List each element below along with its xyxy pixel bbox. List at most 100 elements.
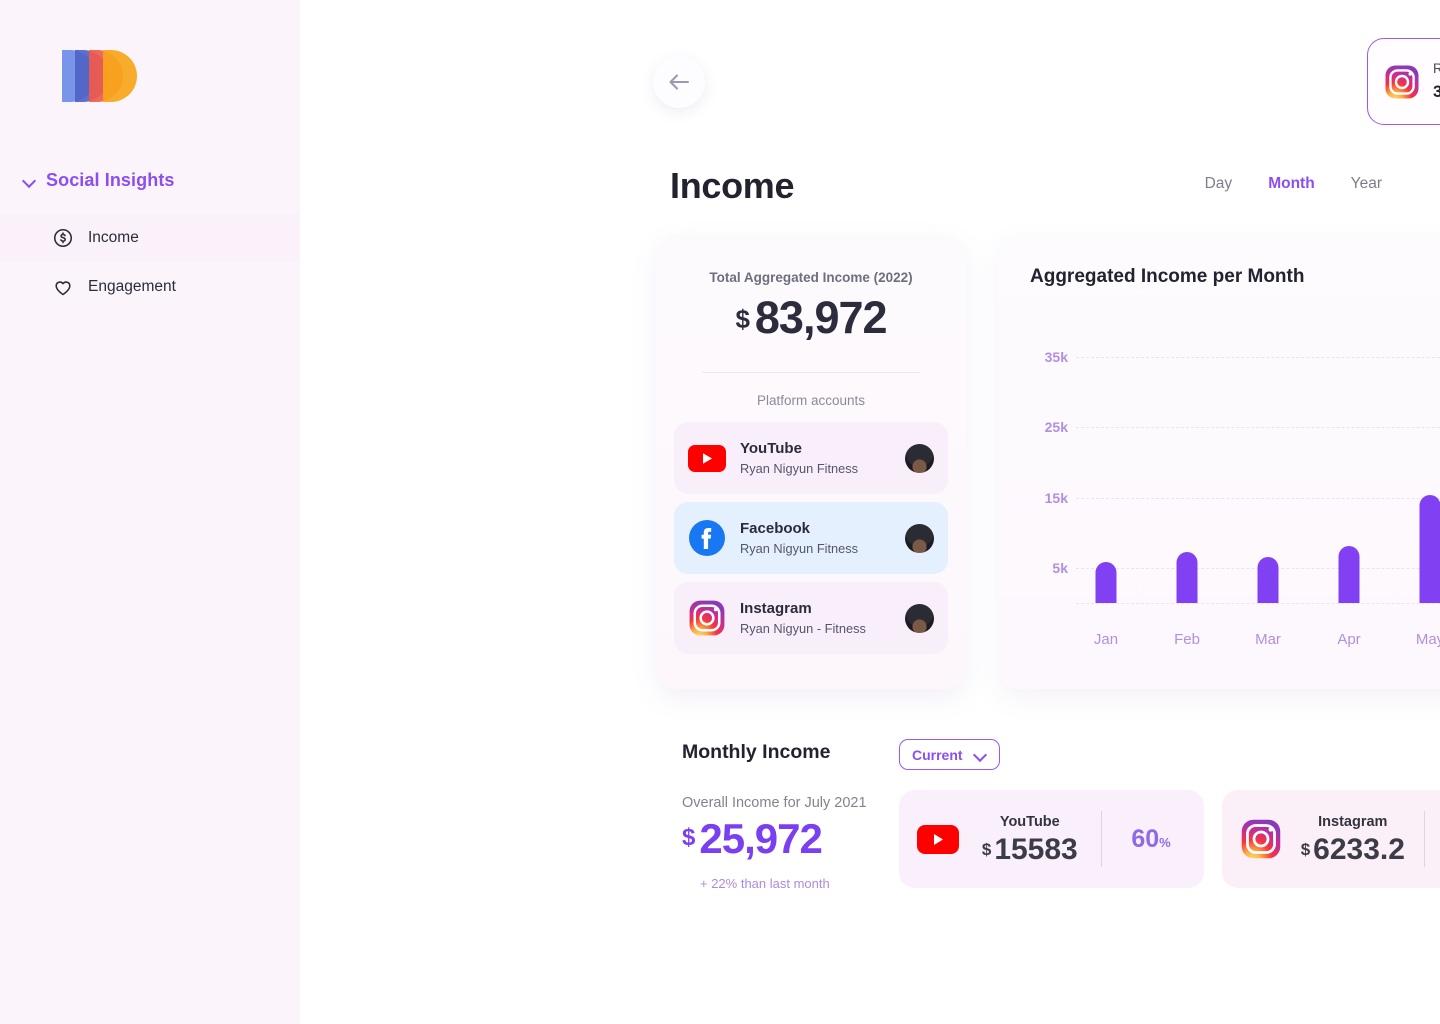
bar-jan[interactable] [1095,562,1117,603]
sidebar-item-engagement[interactable]: Engagement [0,263,300,311]
overall-income-value: 25,972 [699,815,822,862]
platform-name: Instagram [740,599,812,617]
currency-symbol: $ [1300,840,1311,860]
platform-handle: Ryan Nigyun Fitness [740,460,859,476]
platform-meta: Instagram Ryan Nigyun - Fitness [740,598,891,638]
total-income-amount: $83,972 [656,295,966,340]
sidebar-item-label: Income [88,229,139,246]
monthly-period-select[interactable]: Current [899,739,1000,770]
x-axis-tick-label: Feb [1174,631,1200,648]
platform-handle: Ryan Nigyun Fitness [740,540,859,556]
currency-symbol: $ [981,840,992,860]
bar-mar[interactable] [1257,556,1279,603]
y-axis-tick-label: 35k [1044,349,1068,366]
percent-symbol: % [1159,834,1171,850]
back-button[interactable] [653,56,705,108]
overall-income-delta: + 22% than last month [700,876,830,891]
platform-name: Facebook [740,519,811,537]
instagram-icon [688,599,726,637]
chart-header: Aggregated Income per Month Total Per Pl… [998,234,1440,294]
gridline [1076,497,1440,499]
divider [1100,811,1102,867]
platform-account-facebook[interactable]: Facebook Ryan Nigyun Fitness [674,502,948,574]
total-income-card: Total Aggregated Income (2022) $83,972 P… [656,234,966,689]
sidebar-group-label: Social Insights [46,170,175,190]
bar-feb[interactable] [1176,551,1198,603]
bar-apr[interactable] [1338,546,1360,603]
instagram-icon [1384,64,1420,100]
total-income-value: 83,972 [754,292,888,343]
dollar-circle-icon [52,227,74,249]
chart-title: Aggregated Income per Month [1030,266,1305,287]
youtube-icon [917,818,959,860]
platform-income-amount: $6233.2 [1301,833,1405,866]
aggregated-income-chart-card: Aggregated Income per Month Total Per Pl… [998,234,1440,689]
avatar [905,443,934,473]
logo-blade-orange [103,50,137,102]
platform-handle: Ryan Nigyun - Fitness [740,620,866,636]
avatar [905,523,934,553]
x-axis-tick-label: May [1415,631,1440,648]
platform-income-cards: YouTube $15583 60% [899,790,1440,888]
tab-day[interactable]: Day [1204,175,1233,192]
avatar [905,603,934,633]
y-axis-tick-label: 5k [1052,559,1068,576]
sidebar-item-income[interactable]: Income [0,214,300,262]
overall-income-label: Overall Income for July 2021 [682,795,867,811]
monthly-income-title: Monthly Income [682,741,831,763]
platform-income-meta: YouTube $15583 [973,812,1087,867]
platform-account-instagram[interactable]: Instagram Ryan Nigyun - Fitness [674,582,948,654]
account-selector[interactable]: Ryan Nigyun - Fitness 361k Followers [1367,38,1440,125]
gridline [1076,427,1440,429]
bar-chart-plot: 5k15k25k35kJanFebMarAprMayJunJul [998,318,1440,658]
percent-value: 60 [1131,824,1160,853]
chevron-down-icon [22,174,36,188]
arrow-left-icon [666,71,692,93]
bar-may[interactable] [1419,494,1440,603]
y-axis-tick-label: 25k [1044,419,1068,436]
monthly-period-value: Current [912,746,963,763]
platform-accounts-label: Platform accounts [756,393,866,408]
page-title: Income [670,165,795,206]
sidebar-item-label: Engagement [88,278,176,295]
app-logo[interactable] [62,50,142,110]
platform-income-percent: 60% [1116,825,1186,854]
x-axis-tick-label: Jan [1093,631,1119,648]
account-followers: 361k Followers [1433,81,1440,101]
platform-income-value: 15583 [994,833,1078,867]
platform-name: YouTube [999,813,1060,830]
platform-income-value: 6233.2 [1313,833,1405,867]
account-text: Ryan Nigyun - Fitness 361k Followers [1433,59,1440,103]
divider [1423,811,1425,867]
x-axis-tick-label: Apr [1337,631,1361,648]
sidebar-group-social-insights[interactable]: Social Insights [0,170,300,191]
sidebar: Social Insights Income Engagement [0,0,300,1024]
currency-symbol: $ [682,824,696,851]
platform-meta: Facebook Ryan Nigyun Fitness [740,518,891,558]
platform-income-amount: $15583 [982,833,1078,866]
y-axis-tick-label: 15k [1044,489,1068,506]
youtube-icon [688,439,726,477]
tab-year[interactable]: Year [1350,175,1382,192]
gridline [1076,357,1440,359]
facebook-icon [688,519,726,557]
overall-income-amount: $25,972 [682,815,823,862]
chevron-down-icon [973,748,987,762]
tab-month[interactable]: Month [1268,175,1315,192]
platform-name: YouTube [740,439,802,457]
heart-icon [52,276,74,298]
x-axis-tick-label: Mar [1255,631,1281,648]
platform-accounts-list: YouTube Ryan Nigyun Fitness Facebook [656,422,966,654]
range-tabs: Day Month Year [1205,175,1382,193]
instagram-icon [1240,818,1282,860]
platform-account-youtube[interactable]: YouTube Ryan Nigyun Fitness [674,422,948,494]
account-name: Ryan Nigyun - Fitness [1433,61,1440,77]
platform-meta: YouTube Ryan Nigyun Fitness [740,438,891,478]
platform-income-card-youtube[interactable]: YouTube $15583 60% [899,790,1204,888]
platform-income-card-instagram[interactable]: Instagram $6233.2 24% [1222,790,1440,888]
platform-income-meta: Instagram $6233.2 [1296,812,1410,867]
platform-name: Instagram [1318,813,1388,830]
total-income-label: Total Aggregated Income (2022) [709,270,913,285]
divider [702,372,920,373]
